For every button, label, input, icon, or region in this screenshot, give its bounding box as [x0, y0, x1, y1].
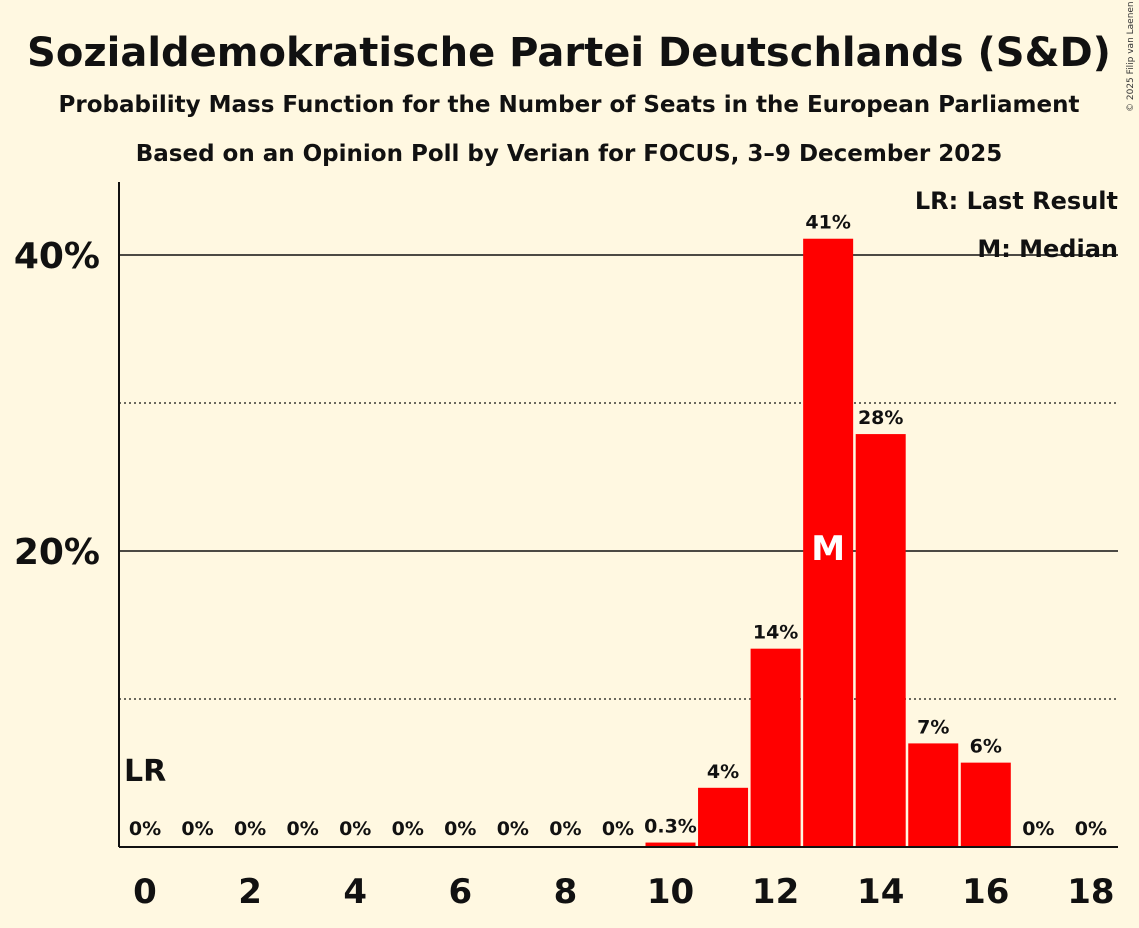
data-label: 14% [753, 622, 798, 644]
x-tick-label: 8 [554, 872, 578, 912]
data-label: 0% [234, 818, 266, 840]
y-tick-label: 40% [14, 236, 100, 277]
x-tick-label: 2 [238, 872, 262, 912]
bar-seat-14 [855, 434, 906, 847]
chart-subtitle-2: Based on an Opinion Poll by Verian for F… [136, 141, 1003, 167]
x-tick-label: 4 [343, 872, 367, 912]
data-label: 6% [970, 736, 1002, 758]
bar-seat-12 [750, 648, 801, 847]
x-tick-label: 6 [448, 872, 472, 912]
x-tick-label: 16 [962, 872, 1009, 912]
copyright: © 2025 Filip van Laenen [1126, 1, 1136, 112]
data-label: 0% [602, 818, 634, 840]
bar-seat-10 [645, 842, 696, 847]
data-label: 0% [392, 818, 424, 840]
data-label: 0% [339, 818, 371, 840]
data-label: 0% [181, 818, 213, 840]
data-label: 7% [917, 716, 949, 738]
last-result-marker: LR [124, 754, 166, 789]
x-tick-label: 14 [857, 872, 904, 912]
chart-subtitle: Probability Mass Function for the Number… [59, 92, 1080, 118]
y-tick-label: 20% [14, 532, 100, 573]
data-label: 0% [1022, 818, 1054, 840]
data-label: 0% [1075, 818, 1107, 840]
data-label: 28% [858, 407, 903, 429]
bar-seat-15 [908, 743, 959, 847]
data-label: 0% [549, 818, 581, 840]
bar-seat-13 [803, 238, 854, 848]
data-label: 0% [287, 818, 319, 840]
data-label: 41% [805, 212, 850, 234]
bars [645, 238, 1011, 848]
gridlines [119, 254, 1118, 700]
data-label: 4% [707, 761, 739, 783]
x-tick-label: 12 [752, 872, 799, 912]
bar-seat-11 [698, 787, 749, 847]
legend-median: M: Median [977, 235, 1118, 263]
median-marker: M [811, 529, 845, 569]
data-label: 0% [444, 818, 476, 840]
x-tick-label: 10 [647, 872, 694, 912]
bar-seat-16 [960, 762, 1011, 847]
x-tick-label: 18 [1067, 872, 1114, 912]
data-label: 0.3% [644, 816, 697, 838]
legend-last-result: LR: Last Result [915, 187, 1118, 215]
data-label: 0% [497, 818, 529, 840]
axes: 20% 40% 0 2 4 6 8 10 12 14 16 18 [14, 182, 1118, 912]
chart-title: Sozialdemokratische Partei Deutschlands … [27, 30, 1111, 76]
data-label: 0% [129, 818, 161, 840]
data-labels: 0% LR 0% 0% 0% 0% 0% 0% 0% 0% 0% 0.3% 4% 14% 41% M 28% 7%… [124, 212, 1107, 840]
x-tick-label: 0 [133, 872, 157, 912]
